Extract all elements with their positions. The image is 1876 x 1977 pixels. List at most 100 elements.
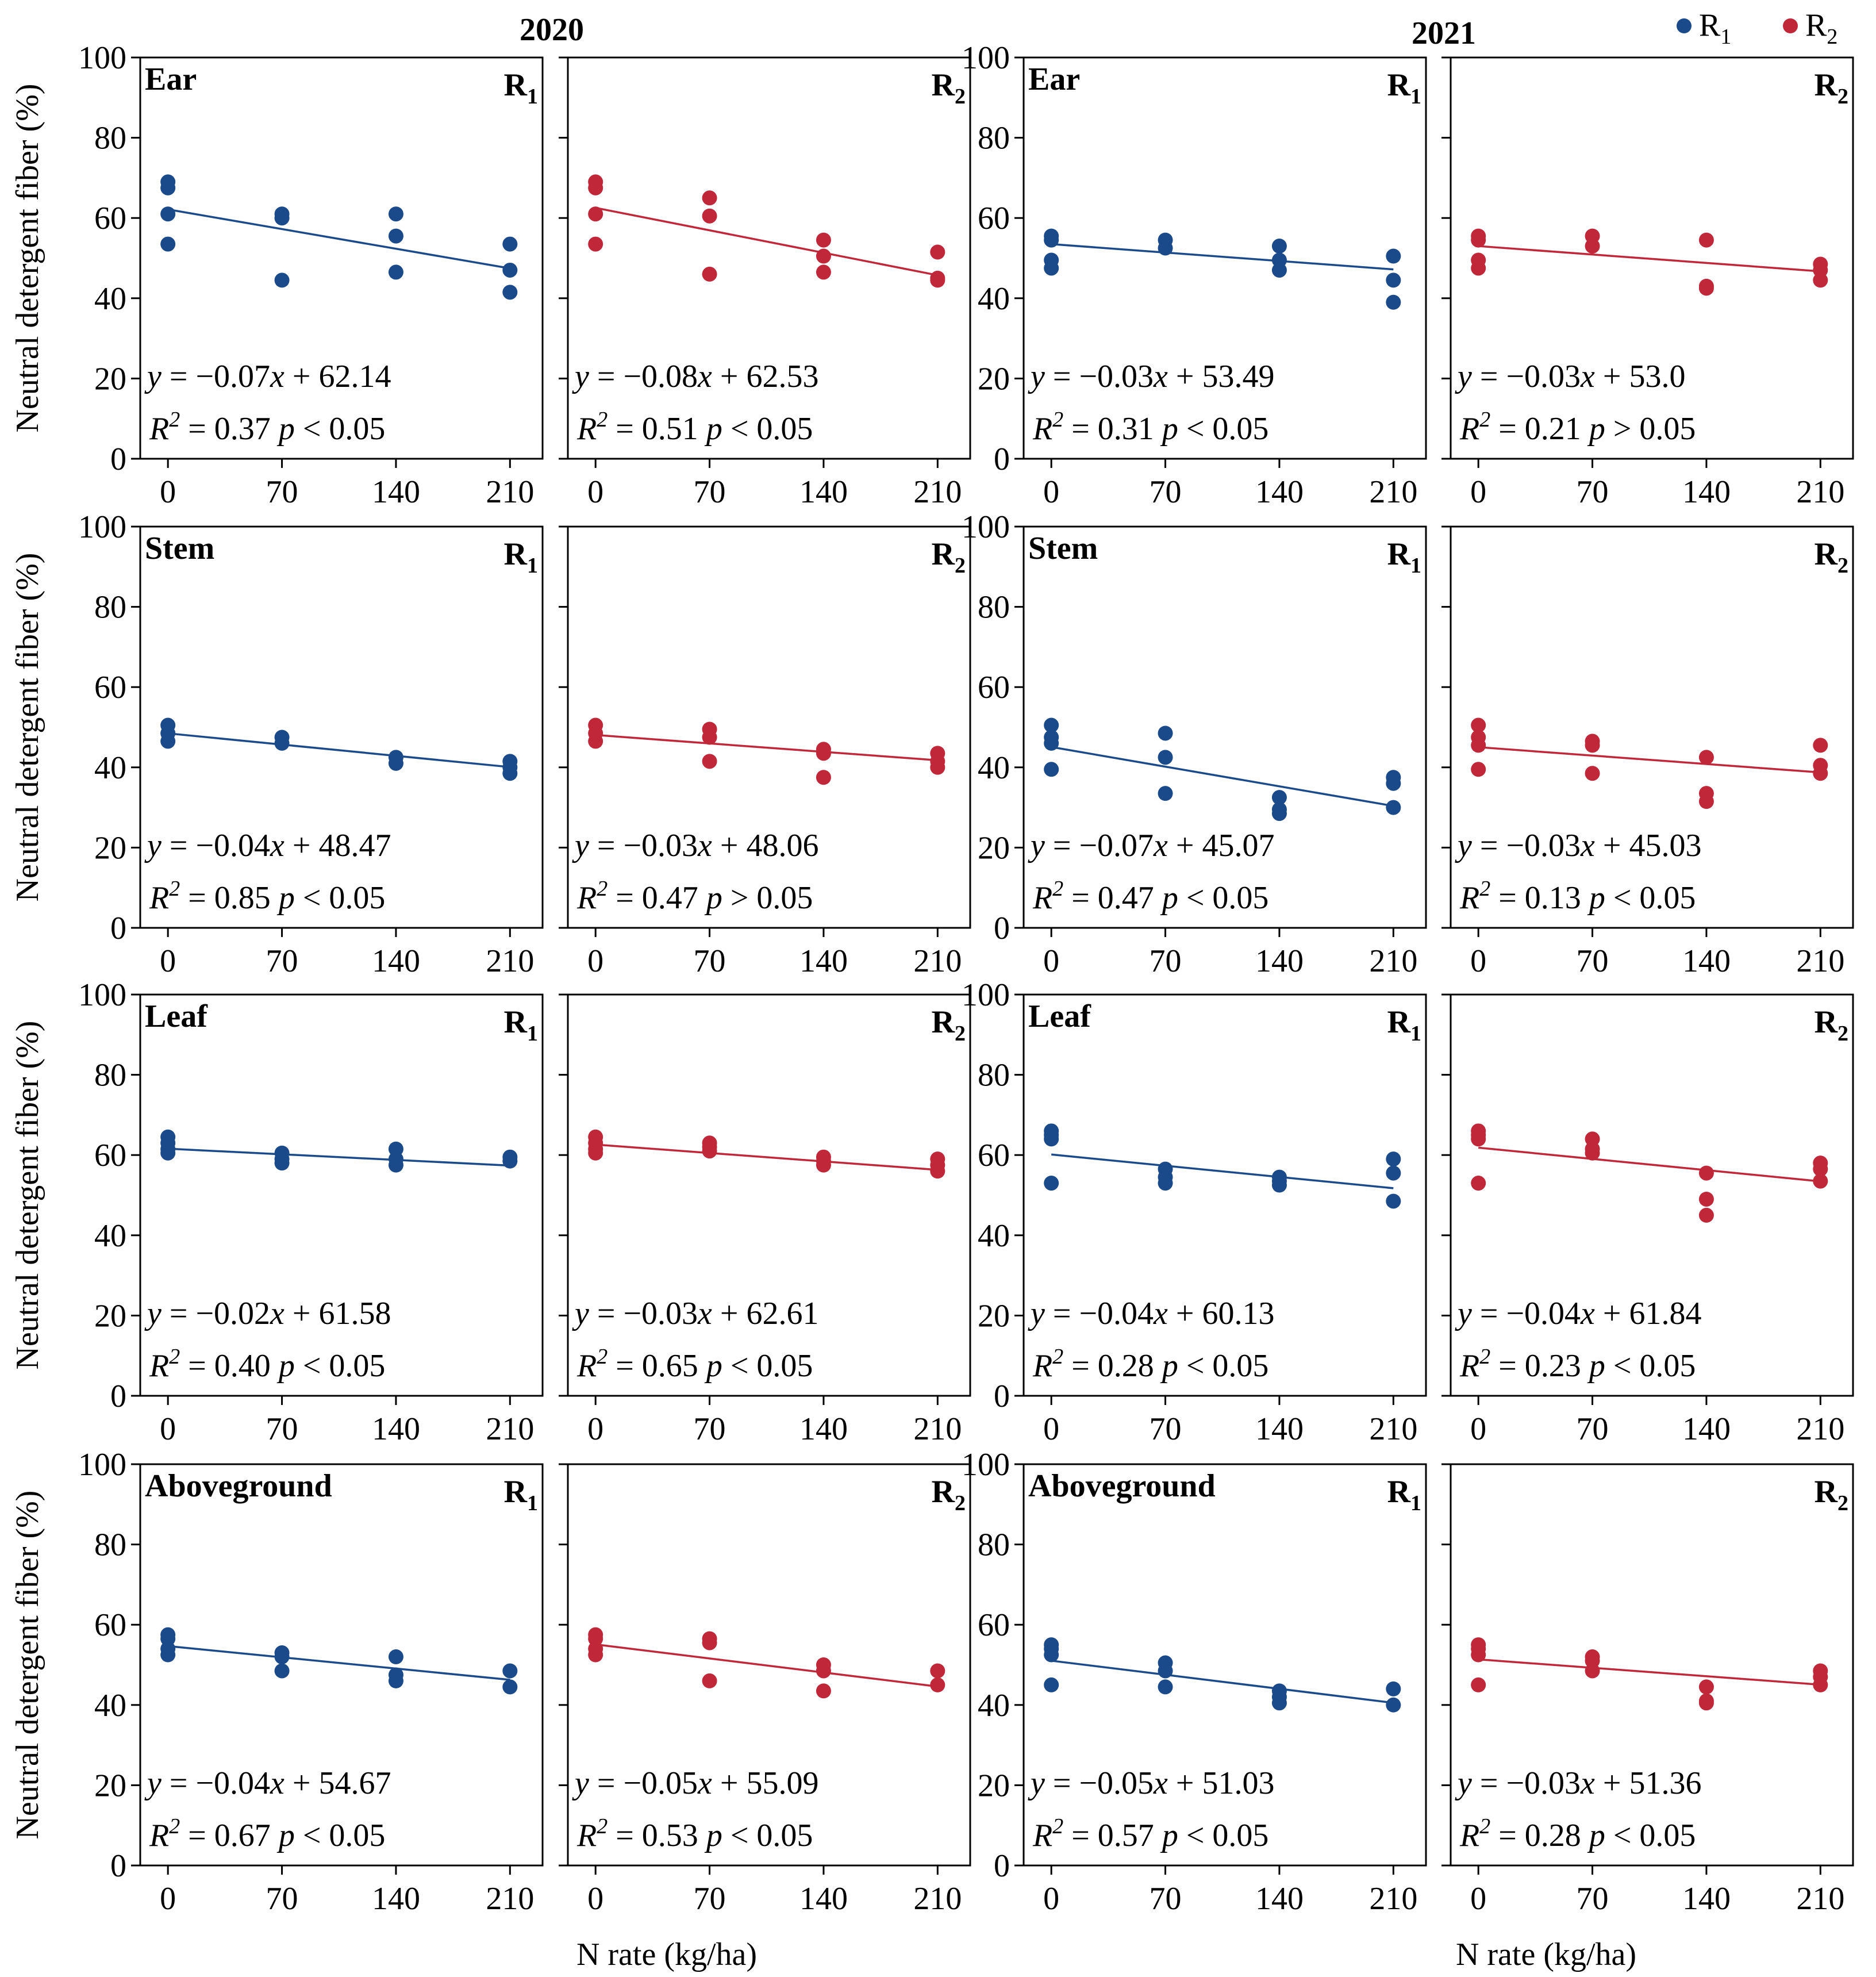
regression-line (168, 732, 510, 769)
r2-p-stats: R2 = 0.47 p > 0.05 (576, 877, 813, 916)
x-tick-label: 0 (1470, 1411, 1486, 1447)
regression-equation: y = −0.07x + 62.14 (144, 359, 391, 394)
data-point (388, 228, 403, 244)
panel-frame (567, 993, 971, 1397)
regression-equation: y = −0.08x + 62.53 (572, 359, 818, 394)
regression-line (595, 1643, 938, 1688)
data-point (502, 766, 518, 781)
x-tick-label: 0 (1470, 1881, 1486, 1917)
data-point (502, 262, 518, 278)
panel-stem-2020-r1: 0 20 40 60 80 100 0 70 140 210 Stem R1 y = −0.04x + … (78, 509, 544, 979)
regression-line (595, 1143, 938, 1171)
data-point (702, 730, 717, 745)
y-tick-label: 40 (978, 1218, 1010, 1254)
organ-label: Ear (1028, 62, 1080, 97)
data-point (160, 1145, 176, 1161)
data-point (388, 206, 403, 222)
y-axis-title: Neutral detergent fiber (%) (10, 1491, 45, 1840)
panel-frame (567, 1463, 971, 1867)
regression-line (1051, 243, 1394, 271)
data-point (388, 1157, 403, 1173)
data-point (1271, 239, 1287, 254)
x-tick-label: 0 (1043, 1881, 1059, 1917)
data-point (388, 264, 403, 280)
x-tick-label: 140 (372, 1411, 420, 1447)
regression-equation: y = −0.07x + 45.07 (1028, 828, 1274, 863)
regression-equation: y = −0.04x + 60.13 (1028, 1296, 1274, 1331)
x-tick-label: 210 (1369, 1881, 1417, 1917)
x-tick-label: 70 (266, 474, 298, 510)
year-header-2021: 2021 (1412, 16, 1476, 51)
data-point (1813, 766, 1828, 781)
treatment-tag: R1 (504, 1474, 538, 1515)
x-tick-label: 0 (1470, 474, 1486, 510)
data-point (1698, 1165, 1714, 1181)
data-point (1044, 717, 1059, 733)
treatment-tag: R2 (1815, 536, 1848, 578)
data-point (1698, 1207, 1714, 1223)
panel-ear-2021-r2: 0 70 140 210 R2 y = −0.03x + 53.0 R2 = 0.21 p … (1441, 56, 1854, 510)
r2-p-stats: R2 = 0.40 p < 0.05 (149, 1345, 385, 1384)
x-tick-label: 0 (1043, 1411, 1059, 1447)
data-point (1386, 1165, 1401, 1181)
data-point (1813, 1677, 1828, 1692)
data-point (702, 1143, 717, 1159)
x-tick-label: 210 (913, 474, 962, 510)
data-point (1386, 272, 1401, 288)
data-point (816, 770, 831, 785)
x-tick-label: 0 (587, 1411, 603, 1447)
data-point (160, 180, 176, 195)
y-tick-label: 0 (110, 442, 126, 477)
data-point (1698, 794, 1714, 809)
r2-p-stats: R2 = 0.31 p < 0.05 (1032, 408, 1268, 447)
r2-p-stats: R2 = 0.21 p > 0.05 (1459, 408, 1696, 447)
x-tick-label: 210 (1796, 943, 1844, 979)
y-tick-label: 80 (94, 1058, 126, 1093)
x-tick-label: 140 (799, 474, 848, 510)
data-point (1271, 262, 1287, 278)
treatment-tag: R2 (1815, 1474, 1848, 1515)
data-point (1471, 717, 1486, 733)
data-point (1585, 1663, 1600, 1679)
x-tick-label: 0 (587, 1881, 603, 1917)
data-point (274, 210, 290, 226)
panel-frame (1022, 56, 1427, 460)
y-tick-label: 60 (978, 670, 1010, 705)
panel-frame (567, 525, 971, 929)
data-point (588, 206, 603, 222)
data-point (930, 759, 945, 775)
treatment-tag: R1 (1387, 1004, 1421, 1046)
data-point (1044, 735, 1059, 751)
treatment-tag: R2 (932, 1474, 966, 1515)
y-axis-title: Neutral detergent fiber (%) (10, 84, 45, 433)
panel-leaf-2020-r1: 0 20 40 60 80 100 0 70 140 210 Leaf R1 y = −0.02x + … (78, 977, 544, 1447)
x-tick-label: 0 (587, 943, 603, 979)
y-tick-label: 40 (94, 281, 126, 317)
data-point (1471, 1176, 1486, 1191)
data-point (1471, 1677, 1486, 1692)
r2-p-stats: R2 = 0.67 p < 0.05 (149, 1814, 385, 1853)
y-tick-label: 60 (94, 201, 126, 236)
data-point (502, 285, 518, 300)
data-point (502, 1679, 518, 1695)
data-point (1585, 239, 1600, 254)
data-point (1044, 232, 1059, 248)
y-tick-label: 100 (962, 977, 1010, 1013)
x-tick-label: 210 (913, 1881, 962, 1917)
y-tick-label: 0 (994, 1848, 1010, 1884)
treatment-tag: R2 (932, 536, 966, 578)
panel-stem-2021-r1: 0 20 40 60 80 100 0 70 140 210 Stem R1 y = −0.07x + … (962, 509, 1427, 979)
x-tick-label: 210 (1796, 474, 1844, 510)
x-tick-label: 210 (1369, 1411, 1417, 1447)
regression-equation: y = −0.03x + 53.0 (1455, 359, 1685, 394)
data-point (1386, 800, 1401, 815)
data-point (816, 1663, 831, 1679)
regression-line (168, 1147, 510, 1167)
panel-frame (139, 1463, 544, 1867)
data-point (274, 1156, 290, 1171)
panel-frame (1022, 1463, 1427, 1867)
y-tick-label: 80 (978, 590, 1010, 625)
data-point (702, 1673, 717, 1688)
data-point (588, 1145, 603, 1161)
data-point (1698, 1695, 1714, 1711)
